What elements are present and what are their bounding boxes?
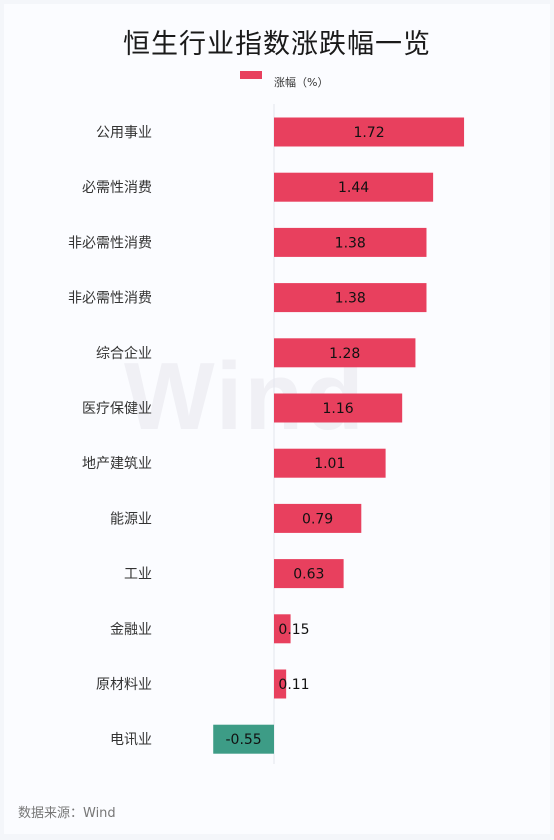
bar — [274, 559, 344, 589]
value-label: 1.38 — [335, 291, 366, 307]
category-label: 必需性消费 — [82, 180, 152, 196]
category-label: 能源业 — [110, 511, 152, 527]
bar — [274, 117, 465, 147]
value-label: 0.63 — [293, 567, 324, 583]
category-label: 原材料业 — [96, 677, 152, 693]
value-label: 0.15 — [278, 622, 309, 638]
category-label: 公用事业 — [96, 125, 152, 141]
value-label: 1.72 — [353, 125, 384, 141]
bar — [274, 393, 403, 423]
category-label: 非必需性消费 — [68, 291, 152, 307]
bar — [274, 614, 291, 644]
bar — [274, 172, 434, 202]
category-label: 金融业 — [110, 622, 152, 638]
bar — [274, 227, 427, 257]
bar — [274, 448, 386, 478]
category-label: 非必需性消费 — [68, 235, 152, 251]
bar — [213, 724, 274, 754]
value-label: 1.16 — [323, 401, 354, 417]
value-label: 0.11 — [278, 677, 309, 693]
bar — [274, 283, 427, 313]
category-label: 电讯业 — [110, 732, 152, 748]
bar — [274, 669, 287, 699]
legend-swatch — [240, 71, 262, 79]
value-label: 1.38 — [335, 235, 366, 251]
category-label: 地产建筑业 — [82, 456, 152, 472]
data-source: 数据来源：Wind — [18, 806, 116, 821]
value-label: -0.55 — [225, 732, 261, 748]
category-label: 医疗保健业 — [82, 401, 152, 417]
legend-label: 涨幅（%） — [274, 76, 329, 89]
bar-chart: 公用事业 1.72 必需性消费 1.44 非必需性消费 1.38 非必需性消费 1.38 综合企… — [68, 104, 465, 764]
value-label: 0.79 — [302, 511, 333, 527]
bar — [274, 338, 416, 368]
chart-card: 恒生行业指数涨跌幅一览 涨幅（%） Wind 公用事业 1.72 必需性消费 1.44… — [4, 4, 550, 834]
value-label: 1.01 — [314, 456, 345, 472]
category-label: 工业 — [124, 567, 152, 583]
chart-title: 恒生行业指数涨跌幅一览 — [123, 29, 431, 60]
category-label: 综合企业 — [96, 345, 152, 362]
value-label: 1.28 — [329, 346, 360, 362]
bar — [274, 503, 362, 533]
value-label: 1.44 — [338, 180, 369, 196]
legend: 涨幅（%） — [240, 68, 329, 89]
